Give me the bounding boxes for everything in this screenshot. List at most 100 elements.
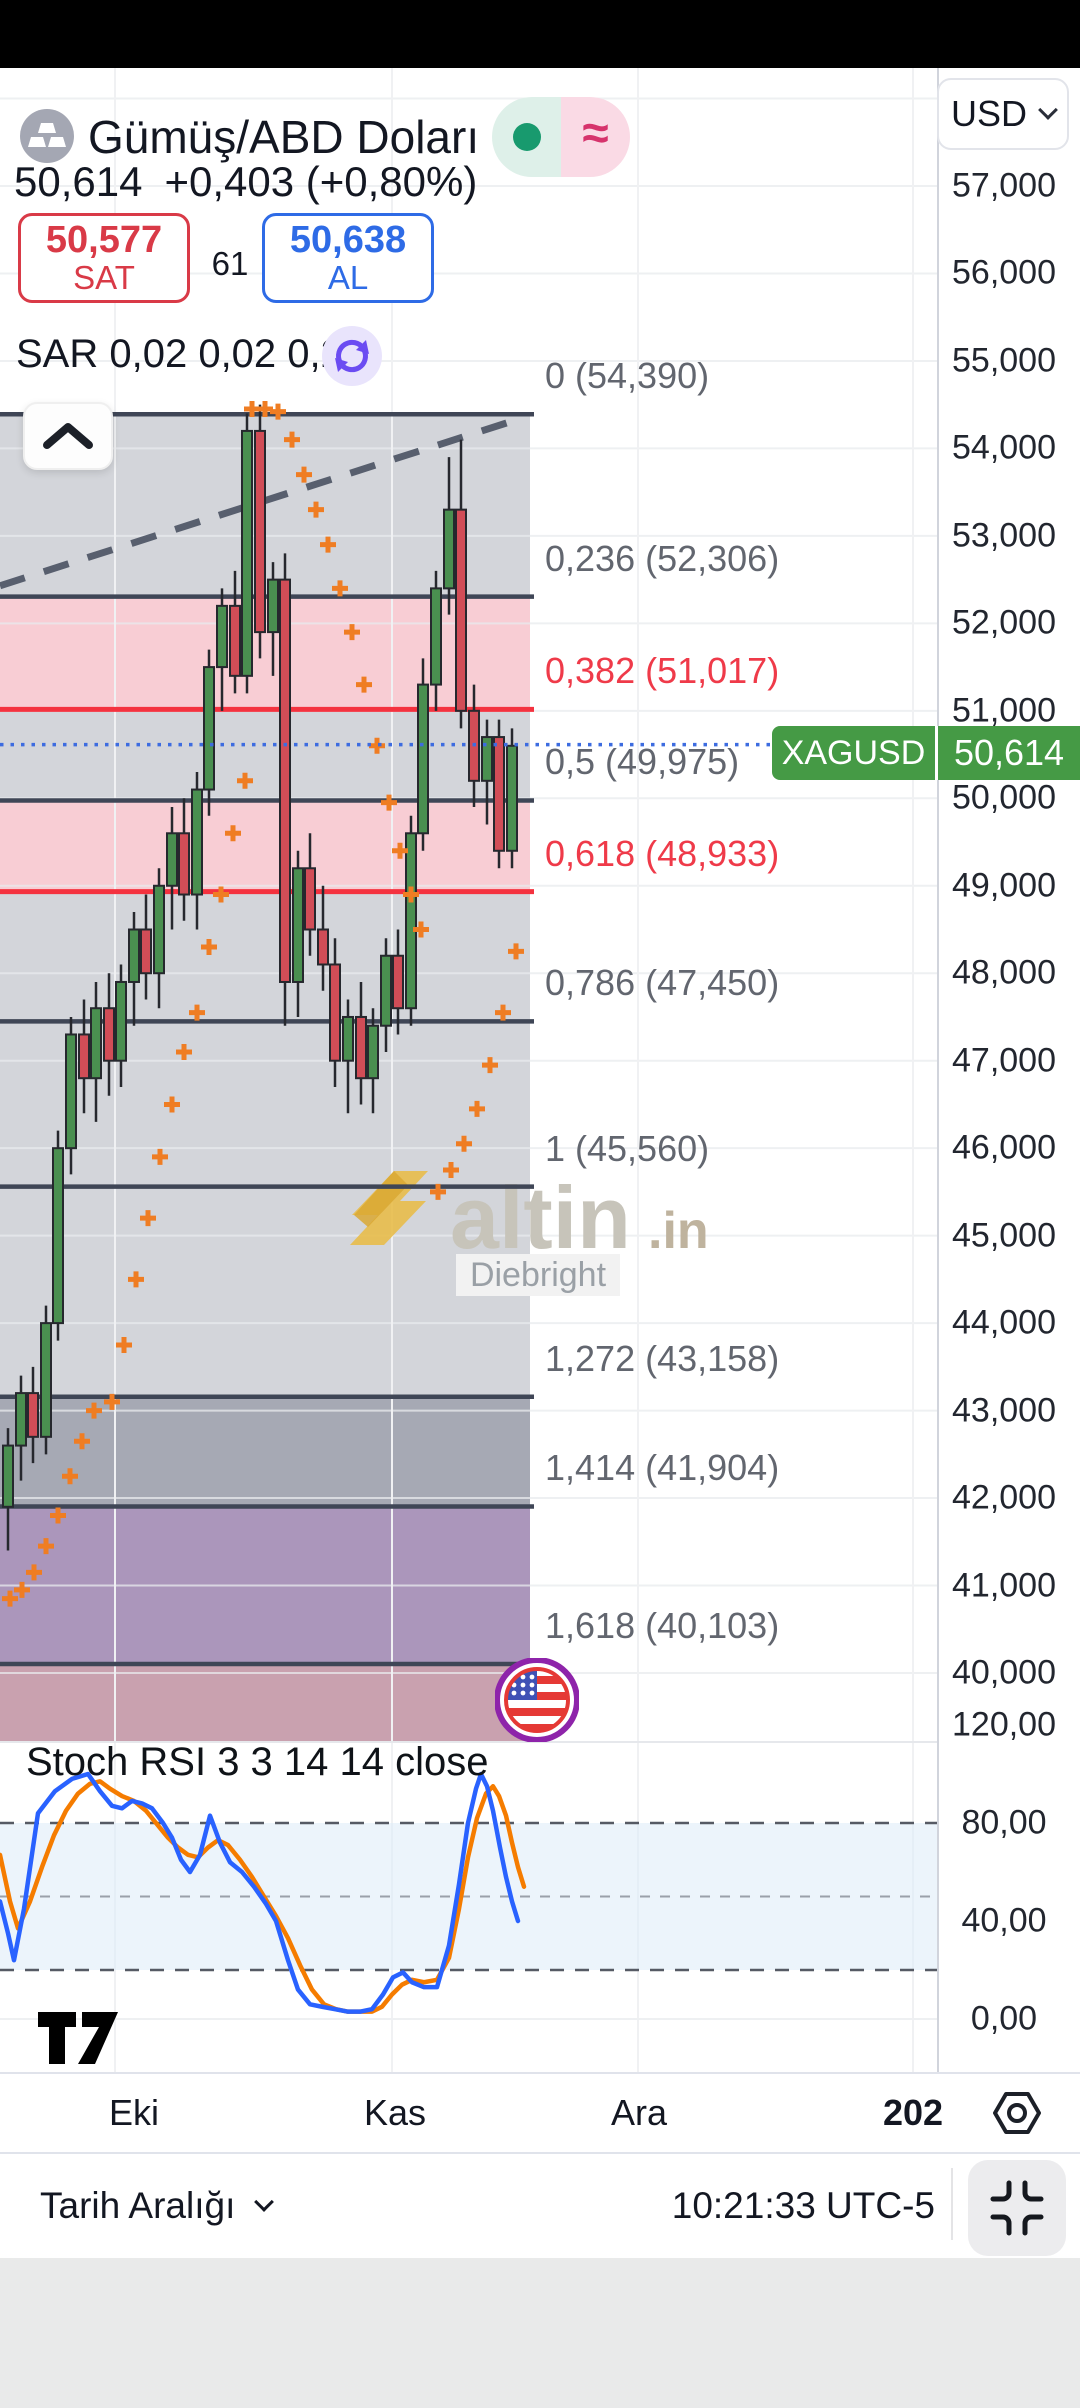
price-axis[interactable]: 57,000 56,000 55,000 54,000 53,000 52,000 51,0… [940,68,1080,2072]
fib-band [0,709,530,801]
price-axis-label: 43,000 [952,1391,1056,1430]
fib-label-0,618: 0,618 (48,933) [545,832,780,874]
sar-dot [86,1402,102,1419]
price-axis-label: 40,000 [952,1653,1056,1692]
fib-label-0,786: 0,786 (47,450) [545,962,780,1004]
buy-price: 50,638 [289,218,407,261]
divider [951,2168,953,2240]
candle-body [329,963,341,1062]
candle-body [267,578,279,634]
price-axis-label: 41,000 [952,1566,1056,1605]
sar-dot [284,431,300,448]
fib-label-0: 0 (54,390) [545,355,710,397]
sar-dot [152,1148,168,1165]
candle-body [493,736,505,852]
sar-dot [244,401,260,418]
time-axis[interactable]: Eki Kas Ara 202 [0,2074,1080,2152]
sar-dot [392,842,408,859]
sar-dot [369,737,385,754]
settings-hexagon-icon[interactable] [988,2086,1046,2140]
fib-label-0,236: 0,236 (52,306) [545,537,780,579]
price-axis-label: 51,000 [952,691,1056,730]
stoch-axis-label: 80,00 [961,1803,1047,1842]
sar-dot [403,886,419,903]
sar-dot [270,403,286,420]
spread-value: 61 [211,245,249,282]
chart-canvas[interactable]: altin .in Diebright [0,68,1080,2072]
sar-dot [128,1271,144,1288]
candle-body [153,884,165,975]
sar-dot [508,943,524,960]
candle-body [128,928,140,983]
candle-body [52,1147,64,1325]
sar-dot [189,1004,205,1021]
date-range-label: Tarih Aralığı [40,2185,236,2226]
price-axis-label: 44,000 [952,1303,1056,1342]
candle-body [15,1392,27,1447]
price-axis-label: 50,000 [952,778,1056,817]
sar-dot [176,1043,192,1060]
stoch-axis-label: 40,00 [961,1901,1047,1940]
fib-label-1,414: 1,414 (41,904) [545,1447,780,1489]
sar-dot [50,1507,66,1524]
sar-dot [332,580,348,597]
watermark-logo [350,1171,428,1245]
tradingview-logo[interactable] [34,2008,122,2073]
currency-dropdown[interactable]: USD [937,78,1069,150]
collapse-pane-button[interactable] [23,402,113,470]
refresh-button[interactable] [322,326,382,386]
sell-button[interactable]: 50,577 SAT [18,213,190,303]
sell-price: 50,577 [45,218,163,261]
fib-label-0,382: 0,382 (51,017) [545,650,780,692]
candle-body [392,954,404,1010]
candle-body [342,1015,354,1062]
sar-dot [38,1538,54,1555]
stoch-axis[interactable]: 120,00 80,00 40,00 0,00 [940,0,1080,2408]
sar-dot [14,1581,30,1598]
candle-body [380,954,392,1027]
watermark-subtitle: Diebright [470,1256,607,1294]
fib-label-1,618: 1,618 (40,103) [545,1604,780,1646]
divider [0,2152,1080,2154]
date-range-button[interactable]: Tarih Aralığı [40,2185,275,2227]
candle-body [103,1007,115,1062]
watermark-subtitle-bg [456,1254,620,1296]
price-line: 50,614 +0,403 (+0,80%) [14,158,477,206]
candle-body [178,832,190,896]
fib-band [0,1663,530,1743]
stoch-axis-label: 0,00 [970,1999,1038,2038]
sar-dot [296,466,312,483]
sar-dot [344,624,360,641]
price-change: +0,403 (+0,80%) [164,158,478,205]
candle-body [229,604,241,677]
sar-dot [213,886,229,903]
exit-fullscreen-button[interactable] [968,2160,1066,2256]
fib-label-0,5: 0,5 (49,975) [545,741,740,783]
time-axis-label-Eki: Eki [108,2092,160,2133]
buy-button[interactable]: 50,638 AL [262,213,434,303]
page-title: Gümüş/ABD Doları [88,111,480,163]
price-axis-label: 55,000 [952,341,1056,380]
price-axis-label: 57,000 [952,166,1056,205]
symbol-badge: XAGUSD [772,726,938,780]
buy-label: AL [327,258,369,296]
sar-dot [201,938,217,955]
candle-body [417,683,429,835]
silver-coin-icon [20,109,74,163]
candle-body [317,928,329,966]
clock-label: 10:21:33 UTC-5 [671,2185,935,2226]
time-axis-label-Kas: Kas [363,2092,427,2133]
market-status-toggle[interactable]: ≈ [492,97,630,177]
candle-body [140,928,152,975]
divider [0,2072,1080,2074]
price-axis-label: 46,000 [952,1128,1056,1167]
stoch-k-line [0,1771,521,2014]
candle-body [254,429,266,634]
price-axis-label: 48,000 [952,953,1056,992]
candle-body [90,1007,102,1080]
candle-body [216,604,228,669]
price-axis-label: 45,000 [952,1216,1056,1255]
current-price-value: 50,614 [938,726,1080,780]
chevron-down-icon [254,2192,275,2212]
candle-body [506,744,518,852]
